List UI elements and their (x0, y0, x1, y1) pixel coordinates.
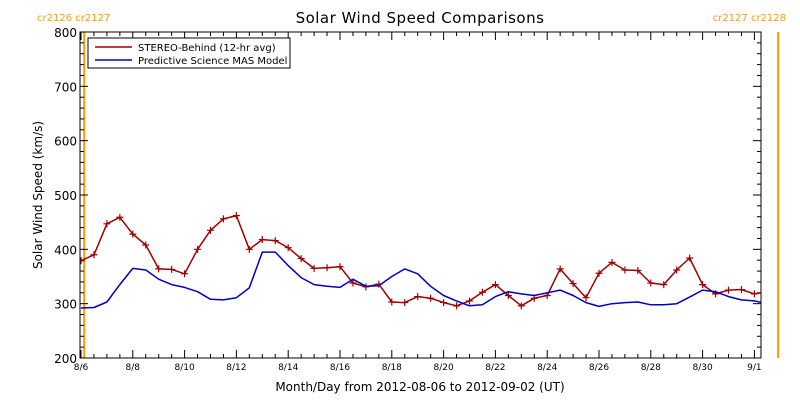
data-point (478, 288, 486, 296)
y-tick-label: 600 (54, 135, 77, 149)
data-point (725, 286, 732, 294)
data-point (401, 299, 409, 307)
x-tick-label: 8/28 (641, 363, 661, 373)
series-line (80, 214, 761, 307)
y-tick-label: 700 (54, 80, 77, 94)
data-point (194, 245, 202, 253)
x-axis-ticks: 8/6 8/8 8/10 8/12 8/14 8/16 8/18 8/20 8/22 8/24 8/… (74, 32, 762, 373)
data-point (297, 255, 305, 263)
data-point (414, 293, 422, 301)
data-point (466, 297, 473, 305)
data-point (80, 257, 85, 265)
carrington-label-right: cr2127 cr2128 (713, 13, 786, 24)
series-0 (80, 212, 761, 310)
y-tick-label: 500 (54, 189, 77, 203)
y-axis-label: Solar Wind Speed (km/s) (31, 121, 45, 269)
legend-label-mas: Predictive Science MAS Model (138, 56, 287, 67)
data-point (284, 244, 292, 252)
data-point (504, 292, 512, 300)
series-group (80, 212, 761, 310)
data-point (699, 281, 707, 289)
data-point (116, 213, 124, 221)
series-line (80, 251, 761, 309)
y-tick-label: 800 (54, 26, 77, 40)
data-point (323, 264, 331, 272)
data-point (219, 215, 227, 223)
chart-title: Solar Wind Speed Comparisons (296, 9, 545, 27)
data-point (271, 237, 279, 245)
data-point (737, 286, 745, 294)
x-tick-label: 8/20 (433, 363, 453, 373)
data-point (181, 270, 189, 278)
legend-box (87, 37, 291, 69)
data-point (129, 230, 137, 238)
y-tick-label: 200 (54, 352, 77, 366)
x-tick-label: 8/12 (226, 363, 246, 373)
x-tick-label: 8/30 (692, 363, 712, 373)
data-point (569, 280, 577, 288)
data-point (491, 281, 499, 289)
x-tick-label: 8/22 (485, 363, 505, 373)
data-point (621, 266, 629, 274)
x-tick-label: 8/18 (382, 363, 402, 373)
data-point (453, 302, 461, 310)
series-1 (80, 251, 761, 309)
legend: STEREO-Behind (12-hr avg) Predictive Sci… (87, 37, 291, 69)
data-point (245, 245, 253, 253)
data-point (660, 281, 668, 289)
data-point (310, 264, 318, 272)
data-point (427, 294, 435, 302)
data-point (750, 290, 758, 298)
data-point (673, 266, 681, 274)
data-point (142, 241, 150, 249)
data-point (232, 212, 240, 220)
data-point (103, 220, 111, 228)
data-point (90, 251, 98, 259)
x-tick-label: 8/24 (537, 363, 557, 373)
x-tick-label: 8/26 (589, 363, 609, 373)
data-point (207, 226, 214, 234)
data-point (258, 236, 266, 244)
y-tick-label: 300 (54, 298, 77, 312)
data-point (168, 265, 176, 273)
x-tick-label: 9/1 (747, 363, 761, 373)
data-point (388, 298, 396, 306)
data-point (647, 279, 655, 287)
x-axis-label: Month/Day from 2012-08-06 to 2012-09-02 … (275, 380, 564, 394)
data-point (517, 302, 525, 310)
y-tick-label: 400 (54, 243, 77, 257)
legend-label-stereo: STEREO-Behind (12-hr avg) (138, 43, 276, 54)
x-tick-label: 8/8 (126, 363, 141, 373)
carrington-label-left: cr2126 cr2127 (37, 13, 110, 24)
x-tick-label: 8/14 (278, 363, 298, 373)
x-tick-label: 8/16 (330, 363, 350, 373)
data-point (686, 254, 694, 262)
data-point (349, 279, 357, 287)
y-axis-ticks: 200 300 400 500 600 700 800 (54, 26, 761, 366)
data-point (608, 258, 616, 266)
data-point (556, 265, 564, 273)
data-point (634, 267, 642, 275)
data-point (582, 294, 590, 302)
data-point (336, 263, 344, 271)
data-point (595, 269, 603, 277)
x-tick-label: 8/6 (74, 363, 89, 373)
data-point (440, 299, 448, 307)
plot-frame (79, 31, 762, 359)
data-point (155, 265, 163, 273)
x-tick-label: 8/10 (174, 363, 194, 373)
